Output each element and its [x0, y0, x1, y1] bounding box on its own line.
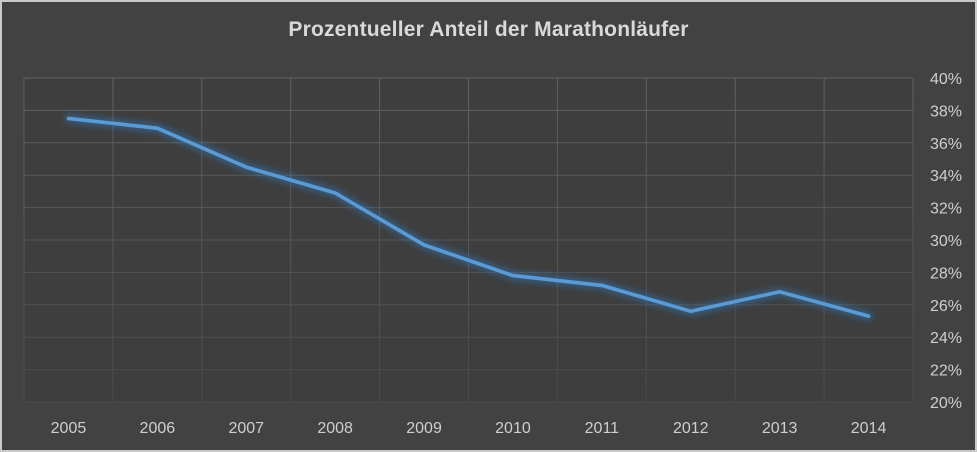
- x-axis-tick-label: 2008: [317, 420, 353, 437]
- y-axis-tick-label: 28%: [930, 265, 962, 282]
- y-axis-tick-label: 32%: [930, 201, 962, 218]
- x-axis-tick-label: 2009: [406, 420, 442, 437]
- x-axis-tick-label: 2005: [51, 420, 87, 437]
- x-axis-tick-label: 2010: [495, 420, 531, 437]
- y-axis-tick-label: 36%: [930, 136, 962, 153]
- data-line-marathon-share: [66, 116, 871, 318]
- y-axis-tick-label: 38%: [930, 103, 962, 120]
- chart-title: Prozentueller Anteil der Marathonläufer: [288, 18, 689, 41]
- x-axis-tick-label: 2013: [762, 420, 798, 437]
- x-axis-tick-label: 2014: [851, 420, 887, 437]
- x-axis-tick-label: 2006: [140, 420, 176, 437]
- gridlines: [23, 77, 914, 403]
- y-axis-tick-label: 30%: [930, 233, 962, 250]
- y-axis-tick-label: 22%: [930, 363, 962, 380]
- x-axis-tick-label: 2012: [673, 420, 709, 437]
- x-axis-tick-label: 2011: [585, 420, 620, 437]
- y-axis-tick-label: 34%: [930, 168, 962, 185]
- y-axis-tick-label: 24%: [930, 330, 962, 347]
- x-axis-tick-label: 2007: [228, 420, 264, 437]
- y-axis-tick-label: 26%: [930, 298, 962, 315]
- y-axis: 40% 38% 36% 34% 32% 30% 28% 26% 24% 22% 20%: [930, 71, 962, 412]
- y-axis-tick-label: 40%: [930, 71, 962, 88]
- x-axis: 2005 2006 2007 2008 2009 2010 2011 2012 2013 2014: [51, 420, 887, 437]
- y-axis-tick-label: 20%: [930, 395, 962, 412]
